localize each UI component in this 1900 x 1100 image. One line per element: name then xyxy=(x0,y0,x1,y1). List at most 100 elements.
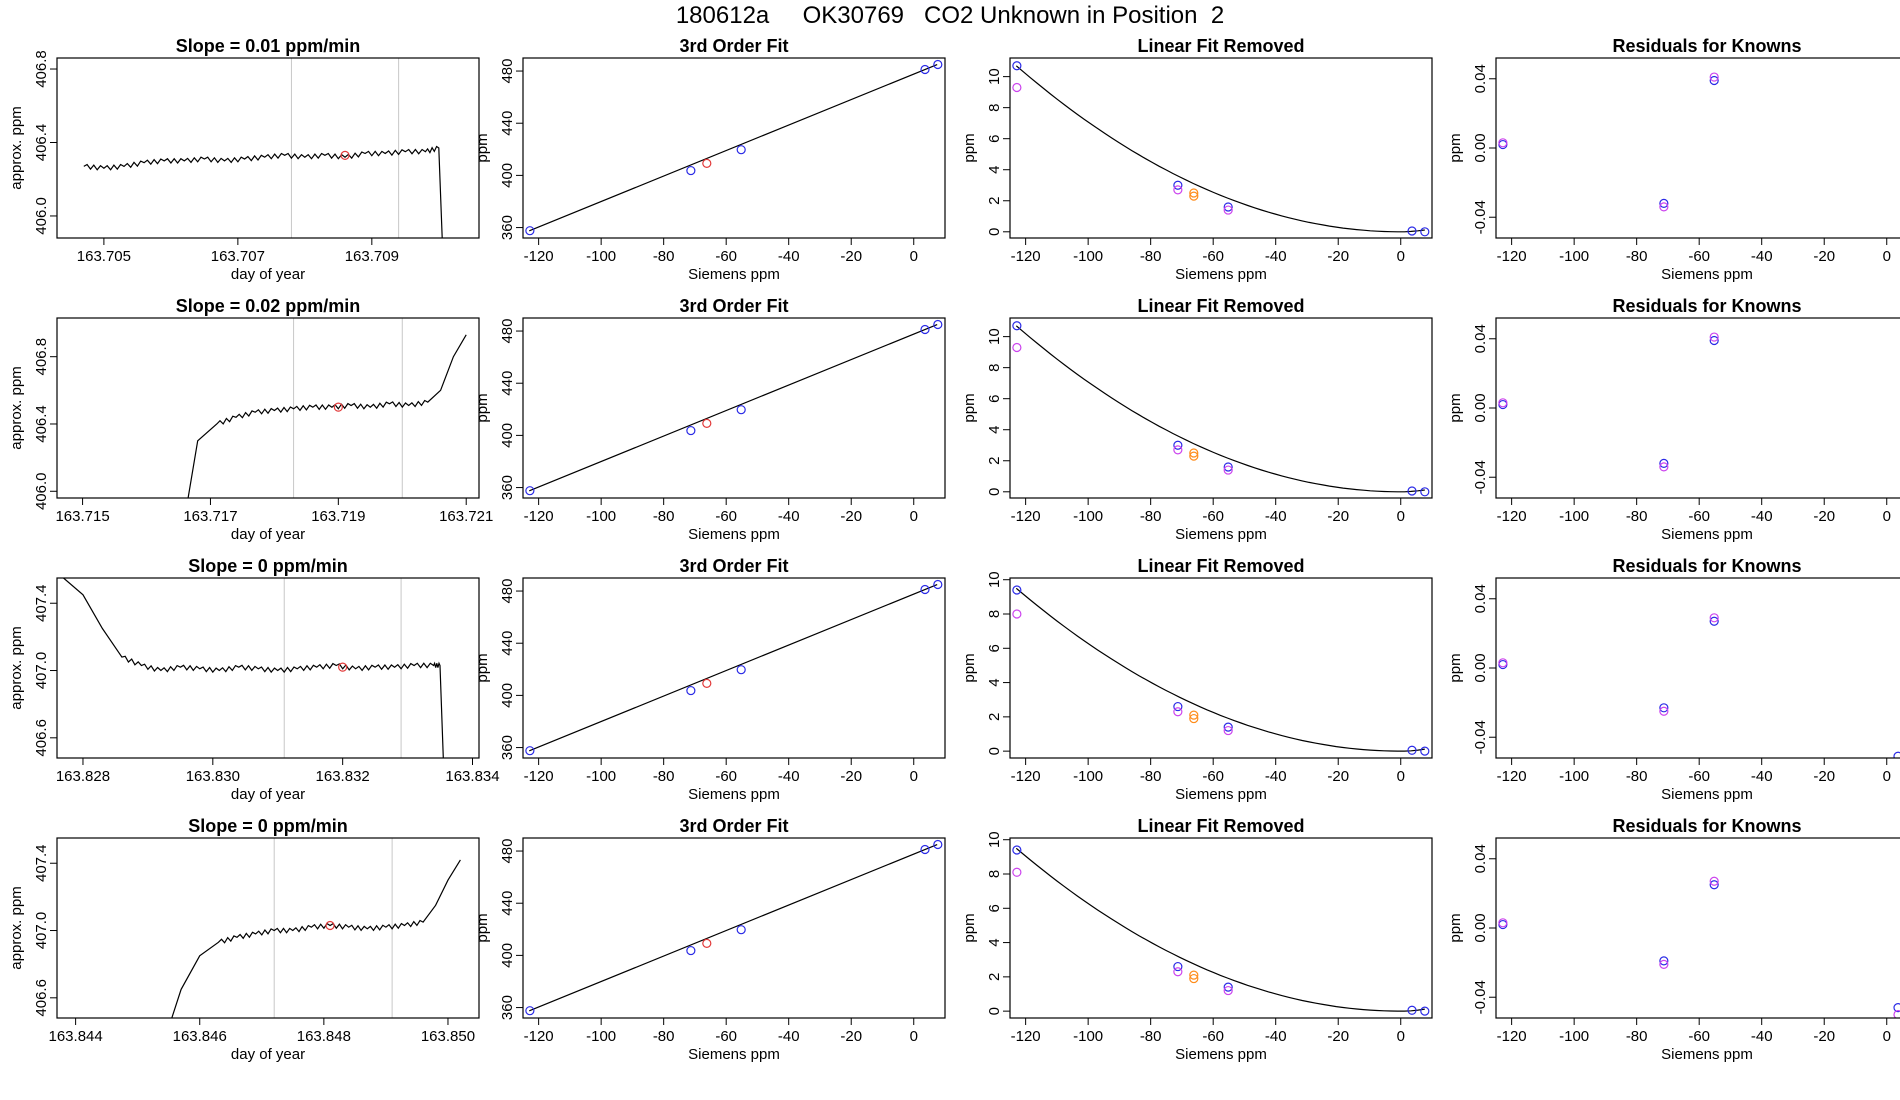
data-point xyxy=(1498,658,1508,668)
chart-title: Linear Fit Removed xyxy=(1137,816,1304,836)
data-point xyxy=(525,486,535,496)
data-point xyxy=(1189,448,1199,458)
data-point xyxy=(1659,703,1669,713)
chart-resid-row2: Residuals for Knowns -120 -100 -80 -60 -40 -20… xyxy=(1447,296,1900,543)
x-tick-label: -120 xyxy=(1497,1028,1527,1045)
y-tick-label: 0 xyxy=(986,488,1003,496)
data-point xyxy=(1893,1003,1900,1013)
y-tick-label: 400 xyxy=(499,943,516,968)
x-tick-label: -40 xyxy=(1751,768,1773,785)
x-tick-label: -40 xyxy=(1265,1028,1287,1045)
chart-title: Slope = 0.02 ppm/min xyxy=(176,296,361,316)
fit-curve xyxy=(1015,847,1425,1012)
chart-linrem-row1: Linear Fit Removed -120 -100 -80 -60 -40 -20 0 0… xyxy=(961,36,1433,283)
data-point xyxy=(1893,1009,1900,1018)
x-tick-label: -100 xyxy=(586,768,616,785)
sample-marker xyxy=(325,920,335,931)
y-tick-label: 0 xyxy=(986,747,1003,755)
y-axis-label: ppm xyxy=(1447,393,1464,422)
chart-resid-row3: Residuals for Knowns -120 -100 -80 -60 -40 -20… xyxy=(1447,556,1900,803)
y-axis-label: approx. ppm xyxy=(8,886,25,969)
plot-area xyxy=(1498,613,1900,758)
y-tick-label: 0.00 xyxy=(1472,653,1489,682)
x-tick-label: 163.828 xyxy=(56,768,110,785)
plot-area xyxy=(525,59,943,236)
data-point xyxy=(1709,75,1719,86)
plot-frame xyxy=(1495,57,1900,239)
y-tick-label: 10 xyxy=(986,328,1003,345)
x-tick-label: -80 xyxy=(1140,1028,1162,1045)
y-tick-label: 10 xyxy=(986,571,1003,588)
y-tick-label: 6 xyxy=(986,135,1003,143)
data-point xyxy=(1173,707,1183,717)
data-point xyxy=(736,405,746,415)
data-point xyxy=(1659,198,1669,208)
data-point xyxy=(1189,970,1199,980)
data-point xyxy=(1498,398,1508,408)
x-tick-label: 0 xyxy=(1397,768,1405,785)
x-tick-label: -40 xyxy=(1751,508,1773,525)
plot-frame xyxy=(522,317,946,499)
y-tick-label: 8 xyxy=(986,103,1003,111)
y-tick-label: 480 xyxy=(499,839,516,864)
data-point xyxy=(1012,845,1022,855)
data-point xyxy=(1173,440,1183,450)
y-tick-label: 10 xyxy=(986,68,1003,85)
data-point xyxy=(1189,973,1199,984)
data-point xyxy=(1659,458,1669,468)
plot-frame xyxy=(56,57,480,239)
x-tick-label: -20 xyxy=(840,508,862,525)
x-tick-label: -120 xyxy=(524,1028,554,1045)
x-tick-label: -80 xyxy=(1140,768,1162,785)
x-axis-label: Siemens ppm xyxy=(1661,1046,1753,1063)
data-point xyxy=(686,165,696,176)
data-point xyxy=(1893,751,1900,758)
y-axis-label: ppm xyxy=(474,393,491,422)
data-point xyxy=(1407,745,1417,755)
x-tick-label: -100 xyxy=(1559,768,1589,785)
x-tick-label: -60 xyxy=(1202,508,1224,525)
chart-trace-row4: Slope = 0 ppm/min 163.844 163.846 163.848 16… xyxy=(8,816,480,1063)
fit-line xyxy=(529,583,938,752)
x-tick-label: -40 xyxy=(778,508,800,525)
y-tick-label: 0 xyxy=(986,228,1003,236)
chart-title: Residuals for Knowns xyxy=(1612,296,1801,316)
chart-title: Residuals for Knowns xyxy=(1612,556,1801,576)
y-tick-label: -0.04 xyxy=(1472,460,1489,494)
data-point xyxy=(1223,465,1233,475)
data-point xyxy=(1223,202,1233,212)
data-point xyxy=(702,418,712,428)
page-title: 180612a OK30769 CO2 Unknown in Position … xyxy=(675,2,1225,29)
y-tick-label: -0.04 xyxy=(1472,720,1489,754)
y-tick-label: 440 xyxy=(499,631,516,656)
chart-linrem-row3: Linear Fit Removed -120 -100 -80 -60 -40 -20 0 0… xyxy=(961,556,1433,803)
y-tick-label: 406.4 xyxy=(33,124,50,162)
fit-line xyxy=(529,63,938,232)
y-tick-label: 4 xyxy=(986,166,1003,174)
data-point xyxy=(933,59,943,70)
plot-frame xyxy=(522,57,946,239)
data-point xyxy=(1407,486,1417,496)
y-tick-label: 360 xyxy=(499,475,516,500)
plot-area xyxy=(1012,61,1430,237)
x-tick-label: -120 xyxy=(1497,768,1527,785)
x-tick-label: -20 xyxy=(1813,1028,1835,1045)
y-tick-label: 0 xyxy=(986,1007,1003,1015)
y-tick-label: 400 xyxy=(499,163,516,188)
y-tick-label: 407.4 xyxy=(33,584,50,622)
y-tick-label: 440 xyxy=(499,891,516,916)
data-point xyxy=(920,324,930,335)
chart-trace-row1: Slope = 0.01 ppm/min 163.705 163.707 163.70… xyxy=(8,36,480,283)
data-point xyxy=(1173,185,1183,195)
x-axis-label: day of year xyxy=(231,1046,305,1063)
data-point xyxy=(1709,613,1719,623)
chart-title: 3rd Order Fit xyxy=(679,556,788,576)
plot-frame xyxy=(522,837,946,1019)
fit-curve xyxy=(1015,587,1425,752)
data-trace-line xyxy=(171,859,461,1018)
data-point xyxy=(1659,956,1669,966)
y-tick-label: 406.6 xyxy=(33,979,50,1017)
plot-frame xyxy=(1009,317,1433,499)
x-tick-label: -40 xyxy=(1265,768,1287,785)
chart-title: 3rd Order Fit xyxy=(679,36,788,56)
